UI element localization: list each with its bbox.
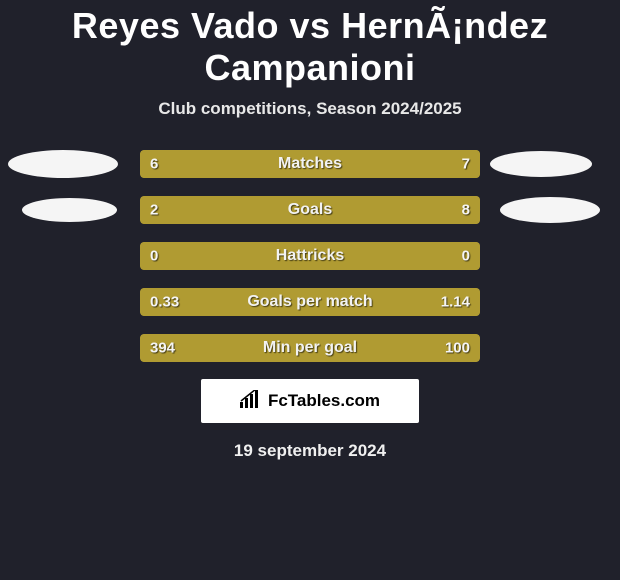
rows-container: Matches67 Goals28 Hattricks00 Goals per mat… [0, 149, 620, 363]
chart-icon [240, 390, 262, 413]
stat-bar: Min per goal394100 [140, 334, 480, 362]
comparison-widget: Reyes Vado vs HernÃ¡ndez Campanioni Club… [0, 0, 620, 461]
player-right-marker [500, 197, 600, 223]
bar-left-fill [140, 242, 480, 270]
stat-row: Hattricks00 [0, 241, 620, 271]
stat-row: Matches67 [0, 149, 620, 179]
stat-bar: Hattricks00 [140, 242, 480, 270]
stat-bar: Goals per match0.331.14 [140, 288, 480, 316]
stat-bar: Goals28 [140, 196, 480, 224]
stat-row: Min per goal394100 [0, 333, 620, 363]
bar-left-fill [140, 150, 480, 178]
bar-left-fill [140, 196, 480, 224]
bar-left-fill [140, 288, 480, 316]
date: 19 september 2024 [0, 441, 620, 461]
stat-bar: Matches67 [140, 150, 480, 178]
player-left-marker [8, 150, 118, 178]
brand-badge[interactable]: FcTables.com [201, 379, 419, 423]
brand-text: FcTables.com [268, 391, 380, 411]
subtitle: Club competitions, Season 2024/2025 [0, 99, 620, 119]
player-left-marker [22, 198, 117, 222]
bar-left-fill [140, 334, 398, 362]
bar-right-fill [398, 334, 480, 362]
title: Reyes Vado vs HernÃ¡ndez Campanioni [0, 5, 620, 89]
stat-row: Goals per match0.331.14 [0, 287, 620, 317]
player-right-marker [490, 151, 592, 177]
stat-row: Goals28 [0, 195, 620, 225]
